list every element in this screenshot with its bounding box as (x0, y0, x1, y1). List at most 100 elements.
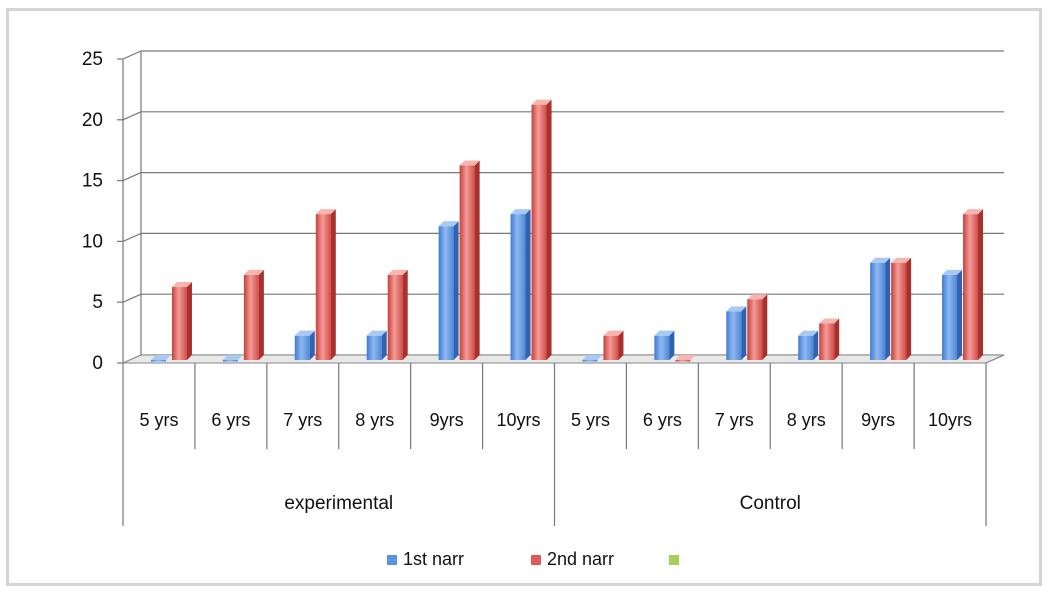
bar-1st-narr-control-7yrs-side (741, 306, 747, 360)
y-tick-label: 25 (82, 49, 103, 70)
x-category-label: 10yrs (497, 410, 541, 430)
gridline-side (122, 172, 142, 182)
x-category-label: 6 yrs (211, 410, 250, 430)
gridline-side (122, 50, 142, 60)
bar-2nd-narr-experimental-7yrs-top (315, 209, 336, 215)
bar-1st-narr-experimental-9yrs-side (453, 221, 459, 360)
bar-2nd-narr-control-6yrs (675, 360, 691, 362)
gridline-side (122, 111, 142, 121)
bar-1st-narr-control-5yrs-top (582, 355, 603, 360)
bar-1st-narr-experimental-6yrs (222, 360, 238, 362)
bar-1st-narr-control-6yrs-side (669, 330, 675, 360)
bar-1st-narr-control-7yrs (726, 311, 742, 360)
x-category-label: 9yrs (861, 410, 895, 430)
bar-2nd-narr-control-9yrs-side (906, 257, 912, 360)
bars (150, 99, 984, 362)
bar-2nd-narr-control-8yrs (819, 323, 835, 360)
bar-2nd-narr-control-7yrs-side (762, 294, 768, 360)
x-category-label: 5 yrs (139, 410, 178, 430)
y-tick-label: 15 (82, 171, 103, 192)
bar-2nd-narr-control-5yrs-top (603, 330, 624, 336)
x-category-label: 7 yrs (283, 410, 322, 430)
x-category-label: 6 yrs (643, 410, 682, 430)
bar-2nd-narr-experimental-8yrs-side (402, 269, 408, 360)
bar-1st-narr-control-9yrs (870, 262, 886, 360)
bar-1st-narr-experimental-8yrs-top (366, 330, 387, 336)
y-tick-label: 10 (82, 231, 103, 252)
y-axis-ticks: 0 5 10 15 20 25 (82, 49, 123, 374)
x-category-label: 8 yrs (355, 410, 394, 430)
x-group-label: Control (740, 493, 801, 514)
bar-2nd-narr-control-7yrs (747, 299, 763, 360)
bar-2nd-narr-control-7yrs-top (747, 294, 768, 300)
bar-1st-narr-experimental-5yrs (150, 360, 166, 362)
bar-1st-narr-control-8yrs-top (798, 330, 819, 336)
legend-swatch (531, 555, 541, 565)
legend-label: 1st narr (403, 549, 464, 569)
gridline-side (122, 293, 142, 303)
gridline-side (122, 232, 142, 242)
bar-1st-narr-control-9yrs-top (870, 257, 891, 263)
bar-2nd-narr-control-10yrs-side (978, 209, 984, 360)
bar-2nd-narr-experimental-10yrs (531, 104, 547, 360)
bar-2nd-narr-control-9yrs-top (891, 257, 912, 263)
bar-1st-narr-control-7yrs-top (726, 306, 747, 312)
bar-1st-narr-control-8yrs (798, 335, 814, 360)
bar-2nd-narr-experimental-8yrs (387, 274, 403, 360)
bar-2nd-narr-experimental-10yrs-top (531, 99, 552, 105)
chart-frame: 0 5 10 15 20 25 5 yrs 6 yrs 7 yrs 8 yrs 9yrs 10yrs… (6, 8, 1042, 586)
bar-1st-narr-experimental-7yrs-side (309, 330, 315, 360)
bar-1st-narr-experimental-10yrs (510, 214, 526, 360)
bar-2nd-narr-experimental-9yrs (459, 165, 475, 360)
bar-1st-narr-experimental-10yrs-side (525, 209, 531, 360)
bar-2nd-narr-experimental-10yrs-side (546, 99, 552, 360)
bar-2nd-narr-experimental-6yrs-top (243, 269, 264, 275)
legend-swatch (669, 555, 679, 565)
bar-1st-narr-control-10yrs (942, 274, 958, 360)
x-group-label: experimental (284, 493, 393, 514)
bar-1st-narr-control-5yrs (582, 360, 598, 362)
x-category-label: 7 yrs (715, 410, 754, 430)
legend-label: 2nd narr (547, 549, 614, 569)
bar-2nd-narr-experimental-9yrs-top (459, 160, 480, 166)
x-category-label: 5 yrs (571, 410, 610, 430)
bar-2nd-narr-experimental-9yrs-side (474, 160, 480, 360)
bar-2nd-narr-experimental-5yrs-top (171, 282, 192, 288)
x-axis-category-table: 5 yrs 6 yrs 7 yrs 8 yrs 9yrs 10yrs 5 yrs 6 yrs 7… (122, 363, 987, 526)
bar-chart: 0 5 10 15 20 25 5 yrs 6 yrs 7 yrs 8 yrs 9yrs 10yrs… (82, 49, 1005, 569)
y-tick-label: 20 (82, 110, 103, 131)
bar-2nd-narr-control-10yrs (963, 214, 979, 360)
bar-1st-narr-control-10yrs-top (942, 269, 963, 275)
bar-1st-narr-experimental-6yrs-top (222, 355, 243, 360)
bar-2nd-narr-control-5yrs-side (618, 330, 624, 360)
bar-2nd-narr-control-10yrs-top (963, 209, 984, 215)
bar-1st-narr-experimental-8yrs-side (381, 330, 387, 360)
bar-1st-narr-experimental-10yrs-top (510, 209, 531, 215)
bar-1st-narr-experimental-7yrs (294, 335, 310, 360)
bar-1st-narr-experimental-8yrs (366, 335, 382, 360)
bar-1st-narr-experimental-9yrs-top (438, 221, 459, 227)
bar-1st-narr-control-8yrs-side (813, 330, 819, 360)
bar-2nd-narr-experimental-7yrs (315, 214, 331, 360)
bar-2nd-narr-experimental-8yrs-top (387, 269, 408, 275)
bar-2nd-narr-control-6yrs-top (675, 355, 696, 360)
bar-1st-narr-control-10yrs-side (957, 269, 963, 360)
bar-2nd-narr-control-8yrs-top (819, 318, 840, 324)
bar-1st-narr-control-6yrs-top (654, 330, 675, 336)
floor-edge (985, 354, 1005, 364)
bar-2nd-narr-experimental-5yrs-side (186, 282, 192, 360)
legend-swatch (387, 555, 397, 565)
x-category-label: 8 yrs (787, 410, 826, 430)
bar-1st-narr-experimental-9yrs (438, 226, 454, 360)
y-tick-label: 5 (92, 292, 103, 313)
bar-2nd-narr-experimental-6yrs (243, 274, 259, 360)
bar-1st-narr-experimental-7yrs-top (294, 330, 315, 336)
bar-2nd-narr-control-9yrs (891, 262, 907, 360)
x-category-label: 10yrs (928, 410, 972, 430)
bar-2nd-narr-control-5yrs (603, 335, 619, 360)
bar-2nd-narr-experimental-5yrs (171, 287, 187, 360)
x-category-label: 9yrs (430, 410, 464, 430)
bar-2nd-narr-control-8yrs-side (834, 318, 840, 360)
legend: 1st narr 2nd narr (387, 549, 679, 569)
bar-1st-narr-experimental-5yrs-top (150, 355, 171, 360)
